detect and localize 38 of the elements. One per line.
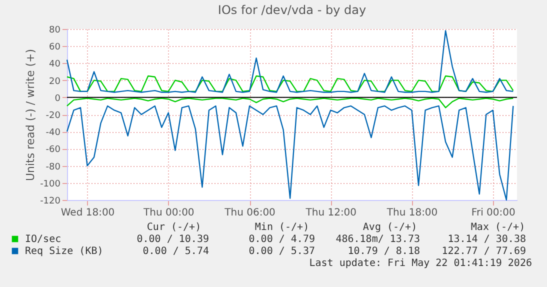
text: Avg (-/+) <box>362 222 418 233</box>
text: 486.18m/ 13.73 <box>336 234 420 245</box>
chart-title: IOs for /dev/vda - by day <box>218 3 366 17</box>
line-series <box>66 75 514 92</box>
y-tick-label: -120 <box>40 196 61 206</box>
x-tick-label: Thu 12:00 <box>304 208 357 218</box>
y-tick-label: 40 <box>49 60 61 70</box>
x-tick-label: Wed 18:00 <box>60 208 115 218</box>
text: 0.00 / 10.39 <box>136 234 209 245</box>
x-tick-label: Thu 18:00 <box>386 208 438 218</box>
y-tick-label: -80 <box>46 162 61 172</box>
text: 0.00 / 5.74 <box>142 246 209 257</box>
y-axis-title: Units read (-) / write (+) <box>24 48 38 182</box>
y-tick-label: -100 <box>40 179 61 190</box>
text: Min (-/+) <box>254 222 310 233</box>
line-series <box>66 105 514 201</box>
text: Cur (-/+) <box>146 222 202 233</box>
text: 0.00 / 4.79 <box>248 234 315 245</box>
y-tick-label: -20 <box>46 111 61 121</box>
x-tick-label: Fri 00:00 <box>471 208 516 218</box>
y-tick-label: 80 <box>49 26 61 36</box>
text: Max (-/+) <box>470 222 526 233</box>
line-series <box>66 30 514 93</box>
x-tick-label: Thu 00:00 <box>142 208 194 218</box>
y-tick-label: 60 <box>49 42 61 53</box>
y-tick-label: -60 <box>46 145 61 156</box>
y-tick-label: -40 <box>46 128 61 138</box>
y-tick-label: 0 <box>54 94 61 104</box>
x-tick-label: Thu 06:00 <box>224 208 276 218</box>
legend-label: IO/sec <box>25 234 62 245</box>
line-series <box>66 98 514 108</box>
text: 122.77 / 77.69 <box>442 246 526 257</box>
y-tick-label: 20 <box>49 76 61 87</box>
text: 10.79 / 8.18 <box>348 246 420 257</box>
text: 0.00 / 5.37 <box>248 246 315 257</box>
legend-label: Req Size (KB) <box>25 246 104 257</box>
text: Last update: Fri May 22 01:41:19 2026 <box>309 258 532 269</box>
text: 13.14 / 30.38 <box>448 234 526 245</box>
